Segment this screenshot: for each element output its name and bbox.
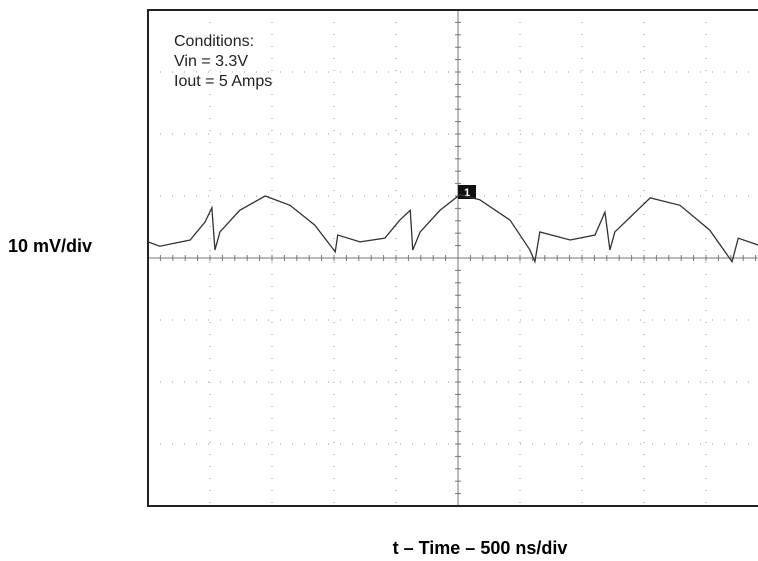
- channel-marker: 1: [464, 187, 470, 199]
- annotation: Conditions:: [174, 33, 254, 50]
- plot-frame: [147, 9, 758, 507]
- annotation: Vin = 3.3V: [174, 53, 248, 70]
- annotation: Iout = 5 Amps: [174, 73, 272, 90]
- trace: [147, 194, 758, 265]
- y-axis-label: 10 mV/div: [8, 236, 92, 256]
- x-axis-label: t – Time – 500 ns/div: [393, 538, 568, 558]
